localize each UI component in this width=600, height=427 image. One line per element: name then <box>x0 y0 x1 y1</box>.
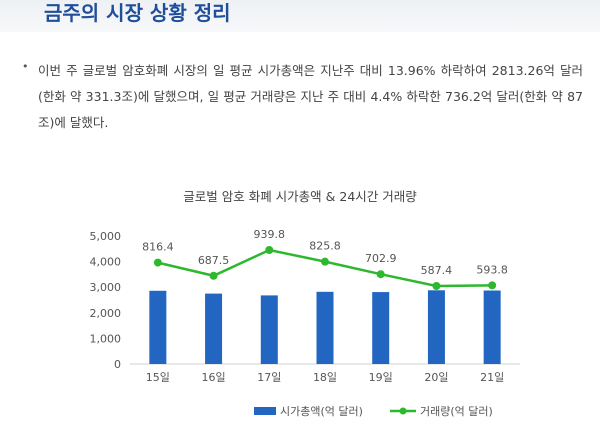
bar <box>205 293 223 364</box>
bar <box>149 290 167 364</box>
y-tick-label: 5,000 <box>90 230 122 243</box>
x-tick-label: 20일 <box>424 370 448 384</box>
legend-bar-swatch <box>254 407 276 415</box>
volume-data-label: 587.4 <box>421 264 453 277</box>
volume-point <box>153 258 162 267</box>
bar <box>427 290 445 364</box>
bar <box>260 295 278 364</box>
legend-label-market-cap: 시가총액(억 달러) <box>280 405 363 418</box>
bullet-marker: • <box>22 60 29 73</box>
volume-point <box>209 271 218 280</box>
page-title: 금주의 시장 상황 정리 <box>44 1 231 25</box>
volume-point <box>376 270 385 279</box>
legend-label-volume: 거래량(억 달러) <box>420 405 493 418</box>
volume-point <box>265 246 274 254</box>
y-tick-label: 4,000 <box>90 256 122 269</box>
y-tick-label: 3,000 <box>90 281 122 294</box>
volume-data-label: 702.9 <box>365 252 397 265</box>
volume-point <box>321 257 329 266</box>
chart-title: 글로벌 암호 화폐 시가총액 & 24시간 거래량 <box>183 189 417 204</box>
bar <box>316 291 334 364</box>
header-band <box>0 0 600 32</box>
volume-point <box>488 281 497 290</box>
x-tick-label: 18일 <box>313 370 337 384</box>
x-tick-label: 15일 <box>146 370 170 384</box>
volume-point <box>432 282 441 290</box>
y-tick-label: 0 <box>114 358 121 371</box>
x-tick-label: 17일 <box>257 370 281 384</box>
bar <box>483 290 501 364</box>
legend-line-marker <box>399 407 407 415</box>
x-tick-label: 16일 <box>202 370 226 384</box>
volume-data-label: 939.8 <box>254 228 286 241</box>
volume-data-label: 687.5 <box>198 254 230 267</box>
x-tick-label: 21일 <box>480 370 504 384</box>
volume-data-label: 825.8 <box>309 240 341 253</box>
bar <box>372 292 390 364</box>
volume-data-label: 593.8 <box>476 263 508 276</box>
volume-data-label: 816.4 <box>142 241 174 254</box>
summary-paragraph: 이번 주 글로벌 암호화폐 시장의 일 평균 시가총액은 지난주 대비 13.9… <box>38 63 583 130</box>
x-tick-label: 19일 <box>369 370 393 384</box>
y-tick-label: 1,000 <box>90 332 122 345</box>
y-tick-label: 2,000 <box>90 307 122 320</box>
